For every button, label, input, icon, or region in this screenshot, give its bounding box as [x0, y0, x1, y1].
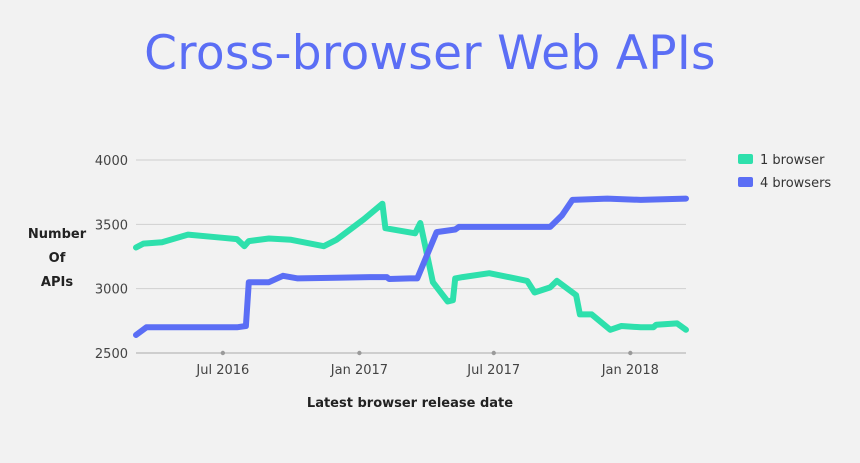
y-tick-label: 2500 — [95, 347, 128, 362]
series-lines — [133, 195, 689, 338]
legend-label: 1 browser — [760, 153, 825, 168]
legend-label: 4 browsers — [760, 176, 831, 191]
chart-title: Cross-browser Web APIs — [144, 26, 716, 81]
y-axis-label-line: Of — [49, 251, 66, 266]
legend-swatch — [738, 154, 753, 164]
y-tick-label: 3500 — [95, 218, 128, 233]
x-tick-mark — [491, 350, 496, 356]
x-tick-labels: Jul 2016 Jan 2017 Jul 2017 Jan 2018 — [195, 350, 659, 378]
x-tick-mark — [628, 350, 633, 356]
grid-lines — [136, 159, 686, 354]
x-tick-label: Jul 2016 — [195, 363, 249, 378]
x-axis-label: Latest browser release date — [307, 396, 513, 411]
series-line-1-browser — [133, 200, 689, 333]
y-tick-label: 4000 — [95, 154, 128, 169]
y-axis-label: Number Of APIs — [28, 227, 87, 290]
legend-swatch — [738, 177, 753, 187]
y-axis-label-line: APIs — [41, 275, 73, 290]
x-tick-mark — [357, 350, 362, 356]
x-tick-mark — [220, 350, 226, 356]
legend: 1 browser 4 browsers — [738, 153, 831, 191]
x-tick-label: Jan 2017 — [330, 363, 388, 378]
y-tick-labels: 2500 3000 3500 4000 — [95, 154, 128, 362]
y-axis-label-line: Number — [28, 227, 87, 242]
x-tick-label: Jul 2017 — [466, 363, 520, 378]
x-tick-label: Jan 2018 — [601, 363, 659, 378]
y-tick-label: 3000 — [95, 283, 128, 298]
series-line-4-browsers — [133, 195, 689, 338]
